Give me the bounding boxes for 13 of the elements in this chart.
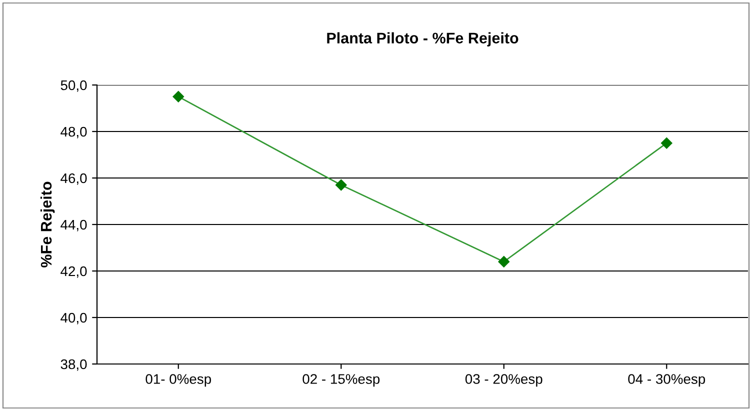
x-tick-label: 01- 0%esp (146, 374, 211, 387)
y-tick-label: 44,0 (60, 220, 87, 232)
y-tick-label: 42,0 (60, 266, 87, 278)
y-tick-label: 48,0 (60, 126, 87, 138)
y-tick-label: 40,0 (60, 312, 87, 324)
chart-title: Planta Piloto - %Fe Rejeito (327, 32, 518, 47)
x-tick-label: 04 - 30%esp (628, 374, 706, 387)
y-tick-label: 46,0 (60, 173, 87, 185)
y-axis-title: %Fe Rejeito (40, 182, 55, 268)
x-tick-label: 02 - 15%esp (302, 374, 380, 387)
x-tick-label: 03 - 20%esp (465, 374, 542, 387)
y-tick-label: 50,0 (60, 80, 87, 92)
y-tick-label: 38,0 (60, 359, 87, 371)
